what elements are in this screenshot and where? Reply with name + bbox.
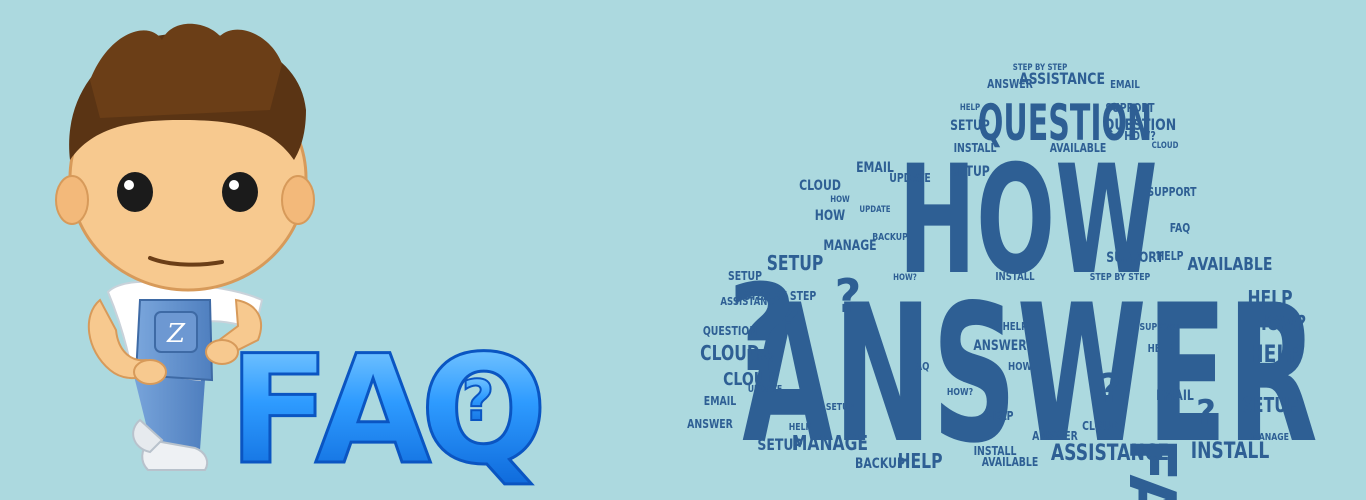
cloud-word-how: HOW xyxy=(898,134,1157,308)
cloud-word: UPDATE xyxy=(748,384,783,395)
mascot-arms xyxy=(87,298,263,385)
cloud-word: INSTALL xyxy=(1191,438,1270,464)
faq-letter-a: A xyxy=(315,324,431,498)
cloud-word: INSTALL xyxy=(974,444,1017,458)
cloud-word: HELP xyxy=(1248,341,1302,369)
cloud-qmark-1: ? xyxy=(727,260,797,399)
cloud-word: HELP xyxy=(960,102,980,112)
cloud-qmark-3: ? xyxy=(780,298,801,339)
cloud-word: HOW? xyxy=(893,272,917,282)
cloud-word: HOW? xyxy=(1254,312,1307,335)
cloud-word: HELP xyxy=(986,409,1013,423)
cloud-word: INSTALL xyxy=(995,271,1035,283)
mascot-head xyxy=(55,23,315,292)
cloud-word: STEP BY STEP xyxy=(1090,272,1151,283)
cloud-word: ANSWER xyxy=(973,337,1027,354)
cloud-word: QUESTION xyxy=(703,324,757,338)
cloud-word-question: QUESTION xyxy=(978,94,1152,152)
cloud-word: INSTALL xyxy=(954,141,997,155)
cloud-word: EMAIL xyxy=(704,394,736,408)
cloud-word: SUPPORT xyxy=(1105,101,1155,115)
cloud-word: SUPPORT xyxy=(1140,322,1182,333)
cloud-word: AVAILABLE xyxy=(982,455,1039,469)
cloud-word: EMAIL xyxy=(1110,79,1140,91)
cloud-word: SUPPORT xyxy=(1147,185,1197,199)
word-cloud: HOW ANSWER QUESTION FAQ ? ? ? ? ? STEP B… xyxy=(687,62,1318,500)
cloud-word: AVAILABLE xyxy=(1188,253,1273,274)
cloud-word: HOW xyxy=(1008,361,1032,373)
cloud-word: SETUP xyxy=(1242,394,1299,417)
cloud-word: HOW? xyxy=(1124,129,1156,143)
bib-monogram: Z xyxy=(166,319,186,349)
cloud-word: HELP xyxy=(897,450,942,473)
cloud-word: HOW xyxy=(815,207,846,224)
cloud-word: STEP BY STEP xyxy=(1013,62,1068,72)
cloud-word: CLOUD xyxy=(1152,140,1179,150)
cloud-word: SETUP xyxy=(826,402,855,413)
cloud-word: BACKUP xyxy=(872,232,908,243)
cloud-word: BACKUP xyxy=(855,455,905,472)
cloud-word: FAQ xyxy=(911,361,930,373)
cloud-word: MANAGE xyxy=(1251,432,1289,443)
cloud-word: FAQ xyxy=(756,352,773,363)
cloud-word: HELP xyxy=(1003,321,1028,333)
cloud-qmark-4: ? xyxy=(1098,366,1121,412)
faq-letter-f: F xyxy=(228,324,330,498)
faq-letter-q: Q xyxy=(420,324,548,498)
cloud-word: SETUP xyxy=(728,269,762,283)
cloud-word: EMAIL xyxy=(1156,387,1194,404)
cloud-word: UPDATE xyxy=(859,204,890,214)
faq-mascot-illustration: Z F A Q ? xyxy=(55,23,550,500)
cloud-word-faq: FAQ xyxy=(1114,438,1188,500)
cloud-word: CLOUD xyxy=(700,342,760,365)
cloud-word: ASSISTANCE xyxy=(1051,440,1169,466)
cloud-word: SETUP xyxy=(767,252,824,275)
cloud-word: UPDATE xyxy=(889,171,930,185)
cloud-word: CLOUD xyxy=(723,368,777,389)
cloud-qmark-2: ? xyxy=(835,269,862,323)
cloud-big-words: HOW ANSWER QUESTION FAQ xyxy=(742,94,1318,500)
cloud-word: HELP xyxy=(1247,287,1292,310)
cloud-word: SETUP xyxy=(757,437,802,455)
cloud-word: CLOUD xyxy=(1082,419,1118,433)
cloud-word: ANSWER xyxy=(687,417,733,431)
cloud-word: HELP xyxy=(1156,249,1183,263)
cloud-word: ANSWER xyxy=(1032,429,1078,443)
cloud-word: ASSISTANCE xyxy=(720,296,779,308)
cloud-word: HOW xyxy=(830,194,850,204)
cloud-word: FAQ xyxy=(1170,221,1191,235)
cloud-question-marks: ? ? ? ? ? xyxy=(727,260,1216,433)
cloud-word-answer: ANSWER xyxy=(742,265,1318,486)
faq-logo: F A Q ? xyxy=(227,323,550,500)
cloud-word: MANAGE xyxy=(823,237,876,254)
cloud-word: HELP xyxy=(789,422,812,433)
cloud-word: AVAILABLE xyxy=(1050,141,1107,155)
cloud-word: ANSWER xyxy=(987,77,1033,91)
cloud-word: STEP BY STEP xyxy=(744,289,817,303)
cloud-word: SETUP xyxy=(950,163,990,180)
cloud-word: HELP xyxy=(1148,343,1173,355)
cloud-word: CLOUD xyxy=(799,177,841,194)
cloud-word: EMAIL xyxy=(856,159,894,176)
faq-question-mark: ? xyxy=(462,369,494,434)
cloud-word: QUESTION xyxy=(1104,117,1176,135)
cloud-word: SUPPORT xyxy=(1106,249,1164,266)
cloud-word: HOW? xyxy=(947,387,973,398)
cloud-qmark-5: ? xyxy=(1196,393,1216,433)
cloud-word: MANAGE xyxy=(792,432,868,455)
cloud-word: SETUP xyxy=(950,117,990,134)
cloud-word: ASSISTANCE xyxy=(1019,71,1105,89)
